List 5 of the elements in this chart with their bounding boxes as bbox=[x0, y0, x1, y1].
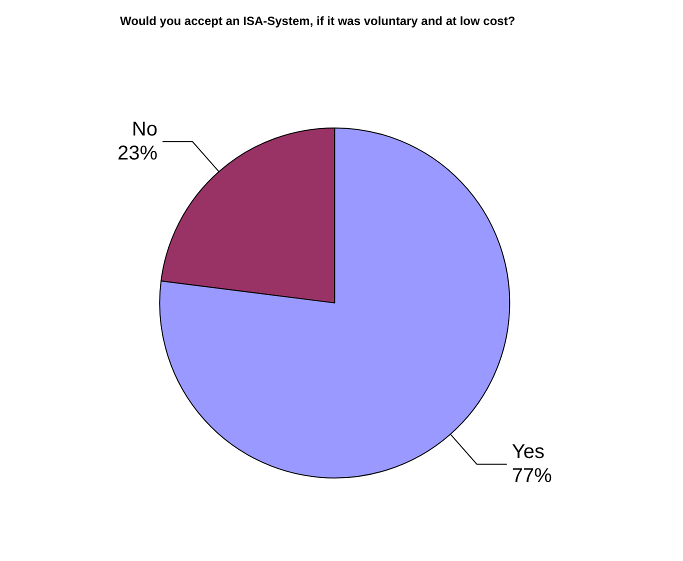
chart-title: Would you accept an ISA-System, if it was voluntary and at low cost? bbox=[120, 14, 516, 28]
data-label: 77% bbox=[512, 465, 552, 488]
slice-label: Yes bbox=[512, 441, 544, 464]
slice-label: No bbox=[132, 118, 158, 141]
data-label: 23% bbox=[117, 142, 158, 165]
